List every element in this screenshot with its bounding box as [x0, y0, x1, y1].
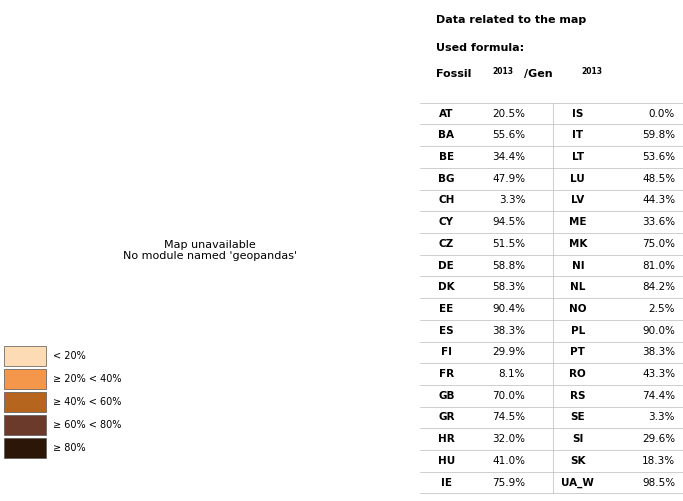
Text: SI: SI: [572, 434, 583, 444]
Text: 74.5%: 74.5%: [492, 412, 525, 422]
Text: IS: IS: [572, 109, 583, 119]
Text: EE: EE: [439, 304, 454, 314]
Text: RS: RS: [570, 391, 585, 401]
Text: NI: NI: [572, 261, 584, 271]
Text: Map unavailable
No module named 'geopandas': Map unavailable No module named 'geopand…: [123, 239, 297, 262]
Text: ≥ 60% < 80%: ≥ 60% < 80%: [53, 420, 121, 430]
Text: Fossil: Fossil: [436, 69, 471, 79]
Text: 41.0%: 41.0%: [492, 456, 525, 466]
Text: 0.0%: 0.0%: [649, 109, 675, 119]
Text: IT: IT: [572, 130, 583, 140]
Text: GB: GB: [438, 391, 455, 401]
Text: 55.6%: 55.6%: [492, 130, 525, 140]
Text: 47.9%: 47.9%: [492, 174, 525, 184]
Text: 48.5%: 48.5%: [642, 174, 675, 184]
Text: ES: ES: [439, 326, 454, 336]
Text: 70.0%: 70.0%: [492, 391, 525, 401]
Text: Used formula:: Used formula:: [436, 43, 524, 53]
Text: HR: HR: [438, 434, 455, 444]
Text: ≥ 20% < 40%: ≥ 20% < 40%: [53, 374, 121, 384]
Text: ≥ 80%: ≥ 80%: [53, 443, 85, 453]
Text: BE: BE: [438, 152, 454, 162]
Text: RO: RO: [570, 369, 586, 379]
Text: 8.1%: 8.1%: [499, 369, 525, 379]
Text: 38.3%: 38.3%: [642, 347, 675, 357]
Text: 18.3%: 18.3%: [642, 456, 675, 466]
Bar: [4, 415, 46, 435]
Text: FI: FI: [441, 347, 452, 357]
Text: 84.2%: 84.2%: [642, 282, 675, 292]
Text: CZ: CZ: [438, 239, 454, 249]
Text: 75.9%: 75.9%: [492, 477, 525, 487]
Text: ME: ME: [569, 217, 587, 227]
Text: 3.3%: 3.3%: [649, 412, 675, 422]
Text: BA: BA: [438, 130, 454, 140]
Text: UA_W: UA_W: [561, 477, 594, 488]
Text: 94.5%: 94.5%: [492, 217, 525, 227]
Text: 53.6%: 53.6%: [642, 152, 675, 162]
Text: 38.3%: 38.3%: [492, 326, 525, 336]
Text: PT: PT: [570, 347, 585, 357]
Text: 90.0%: 90.0%: [642, 326, 675, 336]
Text: DK: DK: [438, 282, 455, 292]
Text: Data related to the map: Data related to the map: [436, 15, 586, 25]
Text: HU: HU: [438, 456, 455, 466]
Text: < 20%: < 20%: [53, 351, 85, 361]
Text: 20.5%: 20.5%: [492, 109, 525, 119]
Bar: [4, 438, 46, 458]
Text: BG: BG: [438, 174, 455, 184]
Text: ≥ 40% < 60%: ≥ 40% < 60%: [53, 397, 121, 407]
Text: 3.3%: 3.3%: [499, 195, 525, 205]
Text: MK: MK: [569, 239, 587, 249]
Text: 43.3%: 43.3%: [642, 369, 675, 379]
Text: GR: GR: [438, 412, 455, 422]
Text: 33.6%: 33.6%: [642, 217, 675, 227]
Text: 59.8%: 59.8%: [642, 130, 675, 140]
Text: LV: LV: [571, 195, 585, 205]
Text: 29.9%: 29.9%: [492, 347, 525, 357]
Text: LU: LU: [570, 174, 585, 184]
Text: /Gen: /Gen: [524, 69, 553, 79]
Text: AT: AT: [439, 109, 454, 119]
Text: DE: DE: [438, 261, 454, 271]
Text: IE: IE: [441, 477, 452, 487]
Text: 44.3%: 44.3%: [642, 195, 675, 205]
Text: SK: SK: [570, 456, 585, 466]
Text: 75.0%: 75.0%: [642, 239, 675, 249]
Text: 90.4%: 90.4%: [492, 304, 525, 314]
Text: 2.5%: 2.5%: [649, 304, 675, 314]
Text: 32.0%: 32.0%: [492, 434, 525, 444]
Bar: [4, 369, 46, 389]
Text: 51.5%: 51.5%: [492, 239, 525, 249]
Text: 58.3%: 58.3%: [492, 282, 525, 292]
Text: 81.0%: 81.0%: [642, 261, 675, 271]
Text: 2013: 2013: [582, 67, 603, 76]
Text: 74.4%: 74.4%: [642, 391, 675, 401]
Bar: [4, 346, 46, 366]
Text: CH: CH: [438, 195, 454, 205]
Bar: [4, 392, 46, 412]
Text: 98.5%: 98.5%: [642, 477, 675, 487]
Text: PL: PL: [571, 326, 585, 336]
Text: 2013: 2013: [492, 67, 514, 76]
Text: LT: LT: [572, 152, 584, 162]
Text: 58.8%: 58.8%: [492, 261, 525, 271]
Text: 29.6%: 29.6%: [642, 434, 675, 444]
Text: CY: CY: [439, 217, 454, 227]
Text: 34.4%: 34.4%: [492, 152, 525, 162]
Text: SE: SE: [570, 412, 585, 422]
Text: FR: FR: [438, 369, 454, 379]
Text: NL: NL: [570, 282, 585, 292]
Text: NO: NO: [569, 304, 587, 314]
